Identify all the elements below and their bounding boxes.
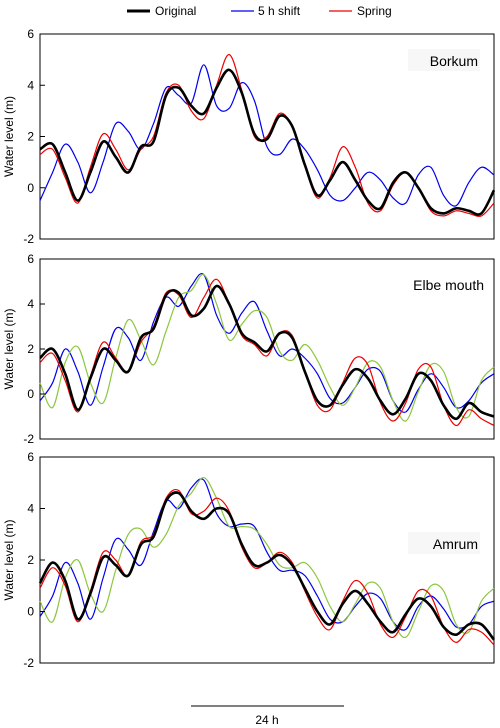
y-tick-label: 2 [27,130,34,144]
panel-amrum: -2 0 2 4 6 Amrum Water level (m) [2,450,496,670]
y-tick-label: 4 [27,502,34,516]
y-axis-title: Water level (m) [2,520,16,601]
y-tick-label: -2 [23,656,34,670]
series-line-green [39,477,495,639]
y-tick-group: -2 0 2 4 6 [23,252,45,446]
panel-title: Borkum [430,53,478,69]
y-axis-title: Water level (m) [2,96,16,177]
y-tick-label: 0 [27,181,34,195]
panel-borkum: -2 0 2 4 6 Borkum Water level (m) [2,27,496,246]
legend: Original 5 h shift Spring [127,4,392,18]
legend-label-original: Original [155,4,196,18]
y-tick-label: 6 [27,252,34,266]
series-line-spring [39,278,495,427]
series-group [39,273,495,427]
series-line-spring [39,53,495,217]
series-group [39,53,496,217]
series-line-5-h-shift [39,478,495,631]
scale-bar-label: 24 h [255,713,278,727]
y-tick-label: 0 [27,605,34,619]
y-axis-title: Water level (m) [2,309,16,390]
series-line-spring [39,488,495,646]
y-tick-label: 2 [27,342,34,356]
panel-title: Amrum [433,536,478,552]
title-box [408,532,480,554]
panel-elbe-mouth: -2 0 2 4 6 Elbe mouth Water level (m) [2,252,495,446]
y-tick-label: 4 [27,78,34,92]
series-line-5-h-shift [39,273,495,413]
y-tick-label: 2 [27,553,34,567]
y-tick-label: 6 [27,450,34,464]
legend-label-5h-shift: 5 h shift [258,4,301,18]
y-tick-label: 6 [27,27,34,41]
y-tick-label: 4 [27,297,34,311]
time-scale-bar: 24 h [191,705,344,727]
series-line-original [39,284,495,421]
y-tick-label: -2 [23,432,34,446]
series-group [38,477,496,646]
y-tick-label: 0 [27,387,34,401]
legend-label-spring: Spring [357,4,392,18]
y-tick-label: -2 [23,232,34,246]
y-tick-group: -2 0 2 4 6 [23,450,45,670]
title-box [408,49,480,71]
series-line-5-h-shift [39,64,495,207]
series-line-original [39,68,496,216]
y-tick-group: -2 0 2 4 6 [23,27,45,246]
series-line-original [38,491,496,641]
panel-title: Elbe mouth [413,277,484,293]
